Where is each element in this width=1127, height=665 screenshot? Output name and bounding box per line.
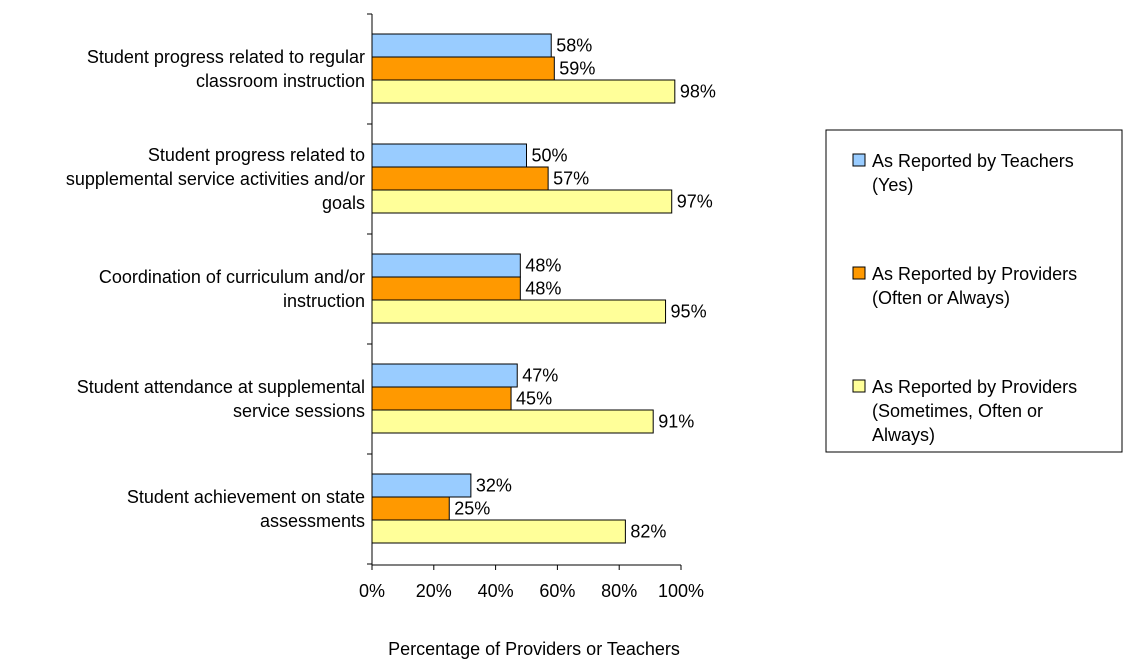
bar [372,364,517,387]
data-label: 25% [454,499,490,519]
bar [372,80,675,103]
category-label: Student attendance at supplemental servic… [77,377,365,421]
data-label: 98% [680,82,716,102]
data-label: 32% [476,476,512,496]
category-label: Coordination of curriculum and/or instruc… [99,267,365,311]
legend-swatch [853,154,865,166]
bar [372,410,653,433]
bar [372,190,672,213]
data-label: 50% [532,146,568,166]
data-label: 91% [658,412,694,432]
labels-layer: Student progress related to regular class… [66,47,365,531]
data-label: 45% [516,389,552,409]
data-label: 82% [630,522,666,542]
bar [372,144,527,167]
data-label: 58% [556,36,592,56]
category-label: Student achievement on state assessments [127,487,365,531]
x-tick-label: 20% [416,581,452,601]
data-label: 97% [677,192,713,212]
bar [372,520,625,543]
data-label: 57% [553,169,589,189]
bar [372,474,471,497]
bar [372,34,551,57]
category-label: Student progress related to supplemental … [66,145,365,213]
legend-swatch [853,380,865,392]
legend: As Reported by Teachers (Yes)As Reported … [826,130,1122,452]
data-label: 47% [522,366,558,386]
x-tick-label: 40% [478,581,514,601]
bar [372,277,520,300]
bar [372,387,511,410]
data-label: 48% [525,279,561,299]
x-tick-label: 60% [539,581,575,601]
bar [372,300,666,323]
bar [372,167,548,190]
x-tick-label: 100% [658,581,704,601]
x-tick-label: 80% [601,581,637,601]
data-label: 95% [671,302,707,322]
legend-swatch [853,267,865,279]
bar [372,497,449,520]
bar [372,57,554,80]
data-label: 59% [559,59,595,79]
x-tick-label: 0% [359,581,385,601]
data-label: 48% [525,256,561,276]
bars-layer: 58% 50% 48% 47% 32% 59% 57% 48% 45% 25% 98% 97% 95% 9… [372,34,716,543]
bar [372,254,520,277]
x-axis-title: Percentage of Providers or Teachers [388,639,680,659]
category-label: Student progress related to regular class… [87,47,365,91]
